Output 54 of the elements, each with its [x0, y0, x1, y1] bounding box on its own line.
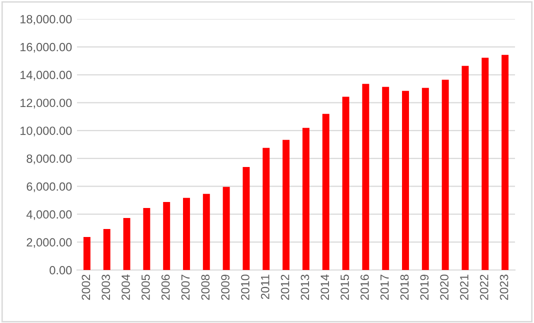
x-tick-label: 2006 — [161, 274, 170, 300]
y-tick-label: 14,000.00 — [20, 70, 72, 81]
bar — [482, 58, 489, 270]
x-tick-label: 2017 — [380, 274, 389, 300]
bar — [302, 128, 310, 270]
y-tick-label: 10,000.00 — [20, 126, 72, 136]
x-tick-label: 2003 — [102, 274, 110, 300]
bar — [282, 140, 290, 270]
x-tick-label: 2009 — [221, 274, 230, 300]
bar — [202, 194, 210, 270]
y-tick-label: 12,000.00 — [20, 98, 72, 108]
y-tick-label: 0.00 — [50, 266, 72, 274]
x-tick-label: 2008 — [201, 274, 210, 300]
x-tick-label: 2012 — [280, 274, 290, 300]
bar — [322, 114, 330, 270]
y-tick-label: 8,000.00 — [26, 154, 72, 164]
x-tick-label: 2015 — [340, 274, 349, 300]
y-tick-label: 16,000.00 — [20, 42, 72, 53]
bar — [462, 66, 469, 270]
x-tick-label: 2021 — [460, 274, 468, 300]
x-tick-label: 2016 — [360, 274, 369, 300]
bar — [183, 198, 190, 270]
bar — [222, 186, 230, 270]
x-tick-label: 2013 — [300, 274, 310, 300]
bar — [123, 218, 130, 270]
x-tick-label: 2022 — [480, 274, 488, 300]
x-tick-label: 2020 — [440, 274, 448, 300]
y-tick-label: 2,000.00 — [26, 238, 72, 248]
x-tick-label: 2011 — [260, 274, 270, 299]
bar — [262, 148, 270, 270]
bar — [502, 54, 509, 270]
y-tick-label: 4,000.00 — [26, 210, 72, 220]
x-tick-label: 2018 — [400, 274, 409, 300]
x-tick-label: 2007 — [181, 274, 190, 300]
bar — [242, 166, 250, 270]
bar — [143, 208, 150, 270]
x-tick-label: 2005 — [141, 274, 150, 300]
bar — [103, 229, 110, 270]
bar — [402, 90, 409, 270]
bar — [342, 96, 350, 270]
bar — [442, 80, 449, 270]
x-tick-label: 2014 — [320, 274, 330, 300]
bar — [362, 84, 370, 270]
bar — [382, 86, 390, 270]
x-tick-label: 2010 — [241, 274, 250, 300]
bar — [83, 236, 90, 270]
y-tick-label: 6,000.00 — [26, 182, 72, 192]
x-tick-label: 2004 — [122, 274, 130, 300]
bar — [422, 88, 429, 270]
x-tick-label: 2023 — [500, 274, 508, 300]
x-tick-label: 2002 — [82, 274, 90, 300]
y-tick-label: 18,000.00 — [20, 15, 72, 25]
x-tick-label: 2019 — [420, 274, 429, 300]
bar — [163, 202, 170, 270]
